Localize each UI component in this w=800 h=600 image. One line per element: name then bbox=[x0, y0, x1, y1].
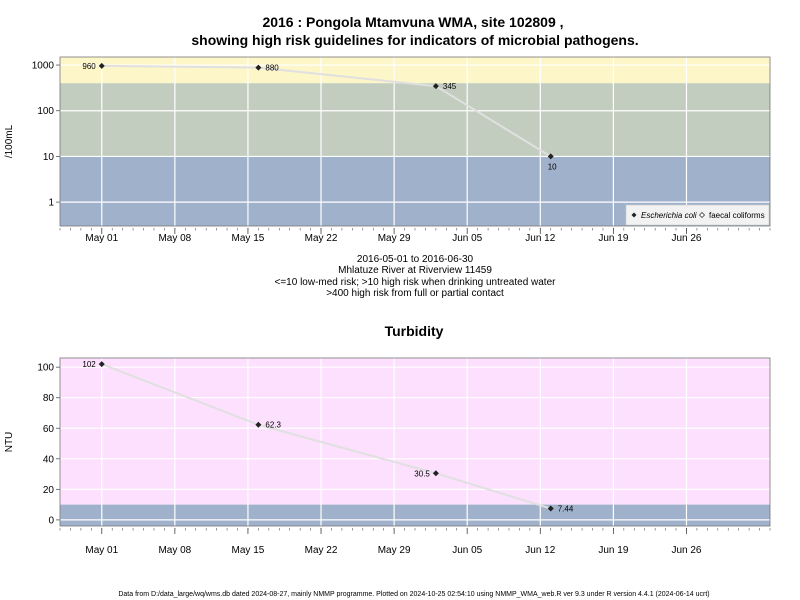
ecoli-data-point-3 bbox=[547, 153, 554, 160]
ecoli-risk-band-0 bbox=[60, 57, 770, 84]
info-line-drinking-guideline: <=10 low-med risk; >10 high risk when dr… bbox=[275, 277, 557, 288]
turbidity-y-tick-label-4: 80 bbox=[43, 393, 55, 404]
turbidity-chart-title: Turbidity bbox=[385, 323, 444, 339]
turbidity-x-tick-label-3: May 22 bbox=[305, 545, 338, 556]
turbidity-risk-band-1 bbox=[60, 504, 770, 526]
turbidity-data-label-2: 30.5 bbox=[414, 469, 430, 478]
ecoli-series-line-0 bbox=[101, 64, 552, 158]
ecoli-legend-box bbox=[625, 204, 770, 226]
turbidity-x-tick-label-1: May 08 bbox=[158, 545, 191, 556]
turbidity-data-label-1: 62.3 bbox=[265, 421, 281, 430]
ecoli-x-tick-label-8: Jun 26 bbox=[671, 233, 701, 244]
turbidity-x-tick-label-7: Jun 19 bbox=[598, 545, 628, 556]
ecoli-y-tick-label-1: 10 bbox=[43, 152, 55, 163]
ecoli-legend-label-0: Escherichia coli bbox=[641, 211, 697, 220]
info-line-date-range: 2016-05-01 to 2016-06-30 bbox=[357, 254, 474, 265]
turbidity-data-label-3: 7.44 bbox=[558, 505, 574, 514]
ecoli-x-tick-label-2: May 15 bbox=[232, 233, 265, 244]
turbidity-data-point-3 bbox=[547, 505, 554, 512]
info-line-contact-guideline: >400 high risk from full or partial cont… bbox=[326, 288, 504, 299]
ecoli-risk-band-1 bbox=[60, 83, 770, 157]
ecoli-data-point-1 bbox=[255, 64, 262, 71]
ecoli-x-tick-label-6: Jun 12 bbox=[525, 233, 555, 244]
ecoli-x-tick-label-3: May 22 bbox=[305, 233, 338, 244]
turbidity-data-point-1 bbox=[255, 421, 262, 428]
turbidity-y-tick-label-2: 40 bbox=[43, 454, 55, 465]
ecoli-x-tick-label-7: Jun 19 bbox=[598, 233, 628, 244]
ecoli-legend-label-1: faecal coliforms bbox=[709, 211, 765, 220]
turbidity-x-tick-label-5: Jun 05 bbox=[452, 545, 482, 556]
turbidity-y-tick-label-3: 60 bbox=[43, 424, 55, 435]
turbidity-x-tick-label-8: Jun 26 bbox=[671, 545, 701, 556]
turbidity-risk-band-0 bbox=[60, 358, 770, 505]
ecoli-x-tick-label-0: May 01 bbox=[85, 233, 118, 244]
turbidity-series-line-0 bbox=[101, 363, 552, 510]
turbidity-x-tick-label-2: May 15 bbox=[232, 545, 265, 556]
turbidity-y-axis-label: NTU bbox=[4, 432, 15, 453]
ecoli-y-tick-label-0: 1 bbox=[48, 198, 54, 209]
ecoli-data-label-1: 880 bbox=[265, 64, 279, 73]
turbidity-y-tick-label-1: 20 bbox=[43, 485, 55, 496]
info-line-site: Mhlatuze River at Riverview 11459 bbox=[338, 265, 492, 276]
turbidity-x-tick-label-4: May 29 bbox=[378, 545, 411, 556]
ecoli-x-tick-label-5: Jun 05 bbox=[452, 233, 482, 244]
ecoli-data-point-2 bbox=[432, 83, 439, 90]
ecoli-chart-panel: 1 10 100 1000 May 01 May 08 May 15 May 22 May 29… bbox=[4, 56, 771, 244]
figure-title-line1: 2016 : Pongola Mtamvuna WMA, site 102809… bbox=[262, 14, 563, 30]
turbidity-data-point-0 bbox=[98, 361, 105, 368]
ecoli-x-tick-label-1: May 08 bbox=[158, 233, 191, 244]
turbidity-x-tick-label-0: May 01 bbox=[85, 545, 118, 556]
ecoli-y-tick-label-3: 1000 bbox=[32, 61, 55, 72]
ecoli-plot-frame bbox=[59, 56, 771, 227]
turbidity-data-point-2 bbox=[432, 470, 439, 477]
ecoli-legend-marker-1 bbox=[699, 212, 705, 218]
turbidity-chart-panel: 0 20 40 60 80 100 May 01 May 08 May 15 May 22 May … bbox=[4, 357, 771, 556]
figure-title-line2: showing high risk guidelines for indicat… bbox=[191, 32, 638, 48]
footer-note: Data from D:/data_large/wq/wms.db dated … bbox=[118, 591, 709, 598]
turbidity-data-label-0: 102 bbox=[82, 360, 96, 369]
ecoli-data-label-3: 10 bbox=[548, 162, 557, 171]
ecoli-legend-marker-0 bbox=[631, 212, 637, 218]
turbidity-y-tick-label-0: 0 bbox=[48, 515, 54, 526]
turbidity-y-tick-label-5: 100 bbox=[37, 363, 54, 374]
ecoli-data-label-0: 960 bbox=[82, 62, 96, 71]
ecoli-y-tick-label-2: 100 bbox=[37, 106, 54, 117]
ecoli-data-point-0 bbox=[98, 62, 105, 69]
ecoli-x-tick-label-4: May 29 bbox=[378, 233, 411, 244]
turbidity-x-tick-label-6: Jun 12 bbox=[525, 545, 555, 556]
turbidity-plot-frame bbox=[59, 357, 771, 527]
ecoli-y-axis-label: /100mL bbox=[4, 124, 15, 158]
ecoli-data-label-2: 345 bbox=[443, 82, 457, 91]
